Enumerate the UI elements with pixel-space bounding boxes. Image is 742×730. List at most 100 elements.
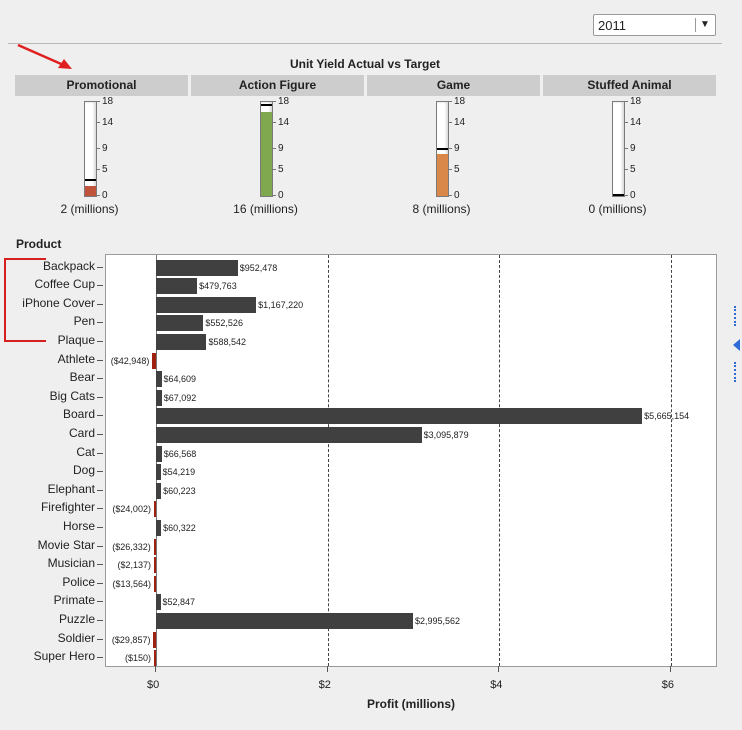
gauge-tick-mark xyxy=(449,195,452,196)
category-tick xyxy=(97,638,103,640)
data-label: $479,763 xyxy=(199,281,237,292)
gauge-header: Stuffed Animal xyxy=(543,75,716,96)
gauge-tick-label: 14 xyxy=(102,116,114,128)
gauge-tick-mark xyxy=(97,195,100,196)
bar[interactable] xyxy=(156,464,161,481)
category-tick xyxy=(97,285,103,287)
gauge-tick-mark xyxy=(449,101,452,102)
category-label: Plaque xyxy=(57,332,95,347)
year-dropdown-value: 2011 xyxy=(598,18,626,33)
data-label: ($2,137) xyxy=(117,560,151,571)
category-tick xyxy=(97,452,103,454)
bar[interactable] xyxy=(154,650,156,667)
gauge-tick-label: 9 xyxy=(454,143,460,154)
category-tick xyxy=(97,266,103,268)
category-label: Backpack xyxy=(42,258,95,273)
product-axis-title: Product xyxy=(16,237,62,251)
bar[interactable] xyxy=(156,296,257,313)
collapse-arrow-icon[interactable] xyxy=(733,339,740,351)
bar[interactable] xyxy=(156,426,422,443)
data-label: $2,995,562 xyxy=(415,615,461,626)
gauge-tick-label: 14 xyxy=(454,116,466,128)
category-tick xyxy=(97,340,103,342)
gauge-tick-mark xyxy=(97,121,100,123)
bar[interactable] xyxy=(156,278,198,295)
category-label: Bear xyxy=(69,370,95,385)
chevron-down-icon[interactable]: ▼ xyxy=(700,19,710,30)
profit-bar-chart: $952,478 $479,763 $1,167,220 $552,526 $588,5… xyxy=(105,254,717,667)
gauge-tick-mark xyxy=(449,148,452,149)
gauge-tick-label: 5 xyxy=(454,163,460,175)
x-tick-label: $0 xyxy=(147,679,160,691)
data-label: $952,478 xyxy=(239,262,278,273)
gauge-target-marker xyxy=(437,148,448,150)
gauge-tick-label: 18 xyxy=(278,96,290,107)
bar[interactable] xyxy=(152,352,156,369)
bar[interactable] xyxy=(156,445,162,462)
bar[interactable] xyxy=(156,315,204,332)
year-dropdown[interactable]: 2011 ▼ xyxy=(593,14,716,36)
category-tick xyxy=(97,601,103,603)
gauge-tube xyxy=(612,101,625,197)
category-label: Horse xyxy=(62,518,95,533)
category-label: Primate xyxy=(53,593,95,608)
category-tick xyxy=(97,582,103,584)
annotation-bracket xyxy=(4,258,46,342)
annotation-arrow-icon xyxy=(17,43,72,69)
category-tick xyxy=(97,303,103,305)
data-label: $66,568 xyxy=(163,448,197,459)
bar[interactable] xyxy=(156,482,162,499)
category-label: Coffee Cup xyxy=(34,277,96,292)
header-divider xyxy=(8,43,722,44)
category-tick xyxy=(97,471,103,473)
gauge-target-marker xyxy=(613,194,624,196)
category-label: Police xyxy=(62,574,95,589)
bar[interactable] xyxy=(156,612,414,629)
gauge-tick-mark xyxy=(625,101,628,102)
bar[interactable] xyxy=(156,371,162,388)
bar[interactable] xyxy=(153,501,156,518)
gridline xyxy=(327,255,329,666)
bar[interactable] xyxy=(156,389,162,406)
gauge-value: 16 (millions) xyxy=(233,202,298,216)
category-tick xyxy=(97,489,103,491)
bar[interactable] xyxy=(156,408,643,425)
bar[interactable] xyxy=(156,519,162,536)
bar[interactable] xyxy=(154,575,156,592)
bar[interactable] xyxy=(156,259,238,276)
gauge-tick-mark xyxy=(273,195,276,196)
gauge-tick-mark xyxy=(97,101,100,102)
bar[interactable] xyxy=(156,333,207,350)
panel-collapse-handle[interactable] xyxy=(733,306,741,386)
gauge-tick-label: 0 xyxy=(630,190,636,201)
data-label: ($42,948) xyxy=(110,355,150,366)
data-label: ($26,332) xyxy=(112,541,151,552)
data-label: $54,219 xyxy=(162,467,196,478)
category-tick xyxy=(97,433,103,435)
gauge-tick-mark xyxy=(273,148,276,149)
category-label: Cat xyxy=(76,444,95,459)
category-label: Dog xyxy=(72,463,95,478)
bar[interactable] xyxy=(154,557,156,574)
x-tick-mark xyxy=(155,666,156,672)
gauge-tick-mark xyxy=(97,168,100,170)
gauge-tick-label: 18 xyxy=(454,96,466,107)
x-tick-label: $6 xyxy=(661,679,675,691)
gauge-tick-mark xyxy=(97,148,100,149)
data-label: $1,167,220 xyxy=(258,299,304,310)
bar[interactable] xyxy=(153,631,156,648)
data-label: ($150) xyxy=(124,653,151,664)
data-label: $64,609 xyxy=(163,374,197,385)
data-label: ($29,857) xyxy=(111,634,151,645)
category-label: Firefighter xyxy=(40,500,95,515)
gauge-tick-mark xyxy=(449,121,452,123)
category-label: Movie Star xyxy=(37,537,95,552)
gauge-tick-mark xyxy=(625,168,628,170)
data-label: $552,526 xyxy=(205,318,243,329)
grip-dots-icon xyxy=(734,306,739,326)
bar[interactable] xyxy=(153,538,156,555)
data-label: $3,095,879 xyxy=(423,429,469,440)
bar[interactable] xyxy=(156,594,161,611)
category-label: Musician xyxy=(47,556,95,571)
gauge-tick-label: 0 xyxy=(278,190,284,201)
